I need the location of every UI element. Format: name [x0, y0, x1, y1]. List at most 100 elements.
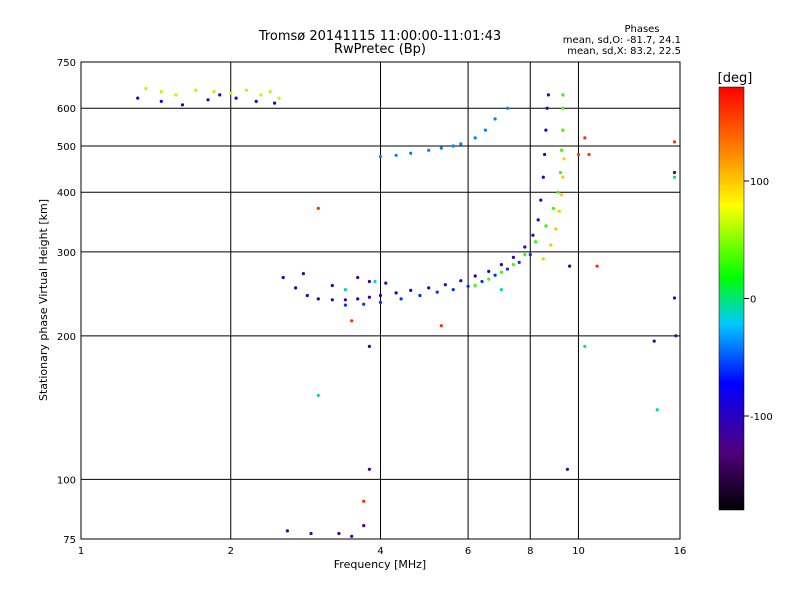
y-tick-label: 200 — [57, 332, 76, 343]
data-point — [427, 286, 431, 290]
plot-area: 1 2 4 6 8 10 16 75 100 200 300 400 500 600 750 — [57, 58, 686, 557]
data-point — [362, 524, 366, 528]
data-point — [174, 93, 178, 97]
x-tick-label: 6 — [465, 546, 471, 557]
data-point — [285, 529, 289, 533]
data-point — [505, 106, 510, 110]
data-point — [565, 467, 570, 471]
data-point — [459, 279, 463, 283]
data-point — [561, 106, 565, 110]
data-point — [136, 96, 140, 100]
y-tick-label: 600 — [57, 104, 76, 115]
data-point — [294, 286, 298, 290]
data-point — [301, 272, 305, 276]
data-point — [144, 86, 148, 91]
data-point — [343, 298, 347, 302]
data-point — [541, 175, 545, 179]
x-tick-label: 2 — [228, 546, 234, 557]
data-point — [595, 264, 599, 268]
chart-subtitle: RwPretec (Bp) — [334, 42, 426, 57]
data-point — [384, 281, 388, 285]
colorbar-ticks: 100 0 -100 — [744, 177, 773, 423]
y-tick-label: 75 — [63, 535, 76, 546]
data-point — [544, 224, 548, 228]
data-point — [194, 88, 198, 92]
data-point — [316, 393, 320, 397]
colorbar-tick-label: 100 — [750, 177, 769, 188]
colorbar-gradient — [718, 86, 745, 511]
data-point — [505, 267, 510, 271]
colorbar: [deg] 100 0 -100 — [718, 71, 773, 511]
data-point — [244, 88, 248, 92]
data-point — [418, 293, 422, 298]
data-point — [273, 101, 277, 105]
data-point — [451, 144, 455, 148]
stats-heading: Phases — [624, 24, 659, 35]
stats-box: Phases mean, sd,O: -81.7, 24.1 mean, sd,… — [563, 24, 681, 57]
colorbar-tick-label: -100 — [750, 412, 773, 423]
data-point — [560, 148, 564, 152]
data-point — [546, 93, 551, 97]
data-point — [218, 93, 222, 97]
data-point — [356, 297, 360, 301]
data-point — [466, 284, 470, 288]
y-tick-label: 400 — [57, 188, 76, 199]
data-point — [672, 170, 677, 175]
data-point — [229, 91, 233, 95]
data-point — [459, 142, 463, 146]
data-point — [343, 288, 347, 292]
data-point — [330, 283, 334, 288]
data-point — [523, 245, 527, 249]
data-point — [487, 269, 491, 273]
data-point — [378, 300, 383, 304]
data-point — [493, 117, 497, 121]
data-point — [531, 233, 535, 237]
data-point — [487, 277, 491, 281]
data-point — [480, 279, 484, 284]
data-point — [672, 175, 677, 179]
data-point — [362, 302, 366, 306]
data-point — [517, 260, 521, 264]
data-point — [212, 90, 216, 94]
data-point — [350, 534, 354, 538]
data-point — [556, 190, 560, 194]
data-point — [277, 96, 281, 100]
data-point — [652, 339, 656, 343]
data-point — [337, 531, 341, 536]
data-point — [367, 344, 371, 348]
data-point — [367, 467, 371, 471]
data-point — [394, 153, 398, 157]
data-point — [378, 293, 383, 298]
data-point — [367, 279, 371, 284]
y-tick-label: 500 — [57, 142, 76, 153]
data-point — [499, 270, 503, 274]
grid-lines — [81, 62, 680, 539]
x-axis-ticks: 1 2 4 6 8 10 16 — [78, 546, 687, 557]
data-point — [254, 99, 258, 103]
y-axis-ticks: 75 100 200 300 400 500 600 750 — [57, 58, 76, 546]
chart-title: Tromsø 20141115 11:00:00-11:01:43 — [258, 29, 501, 44]
data-point — [367, 295, 371, 299]
data-point — [536, 218, 540, 222]
data-point — [544, 128, 548, 132]
x-tick-label: 8 — [527, 546, 533, 557]
data-point — [562, 157, 566, 161]
data-point — [473, 136, 477, 140]
data-point — [309, 531, 313, 536]
data-point — [159, 90, 163, 94]
data-point — [159, 99, 163, 103]
data-point — [427, 148, 431, 152]
data-point — [528, 253, 532, 257]
data-point — [439, 146, 443, 150]
x-tick-label: 16 — [674, 546, 687, 557]
data-point — [558, 170, 563, 175]
stats-x-line: mean, sd,X: 83.2, 22.5 — [567, 46, 681, 57]
colorbar-label: [deg] — [718, 71, 753, 86]
data-point — [549, 243, 553, 247]
data-point — [561, 128, 565, 132]
data-point — [541, 257, 545, 261]
y-tick-label: 100 — [57, 475, 76, 486]
y-tick-label: 300 — [57, 248, 76, 259]
data-point — [674, 334, 678, 338]
data-point — [350, 319, 354, 323]
